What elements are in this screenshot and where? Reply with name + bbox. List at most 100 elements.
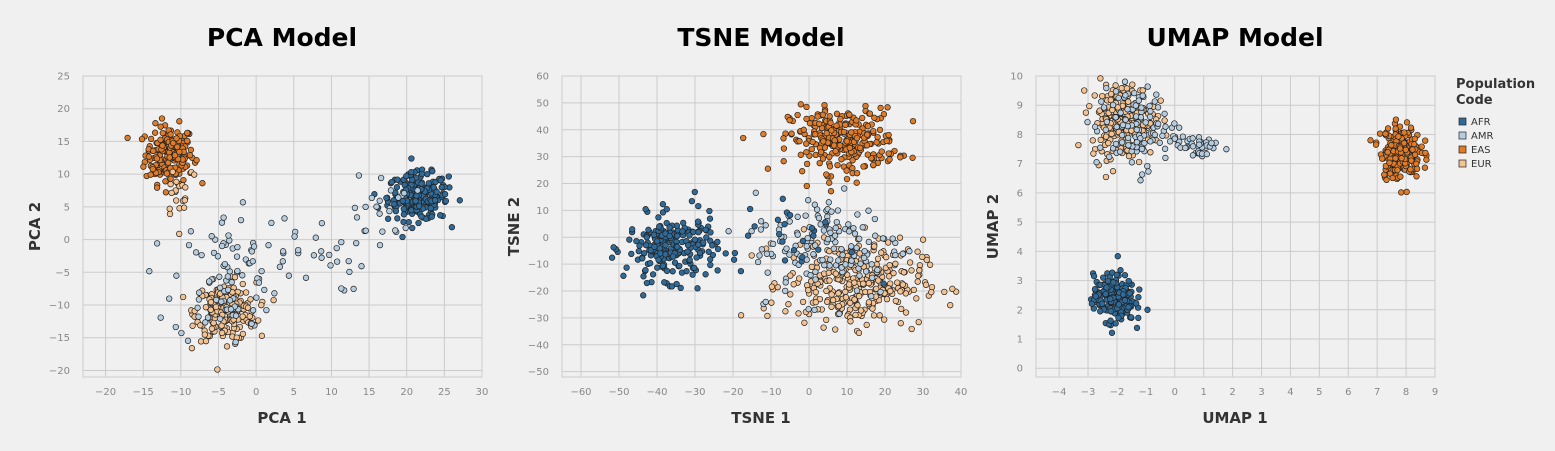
point-eas (1392, 125, 1399, 132)
point-afr (691, 188, 698, 196)
point-eur (785, 301, 792, 308)
point-eas (1413, 173, 1420, 180)
point-amr (1166, 138, 1174, 145)
point-eur (857, 307, 865, 314)
point-eur (897, 320, 904, 327)
point-eur (820, 324, 827, 331)
point-afr (642, 242, 650, 249)
point-eas (823, 171, 830, 178)
point-amr (224, 286, 232, 293)
point-eas (1379, 155, 1386, 162)
point-eur (812, 299, 819, 306)
point-eur (790, 281, 797, 288)
point-eur (852, 311, 859, 319)
point-eas (1397, 145, 1404, 152)
point-eur (202, 337, 210, 345)
point-amr (812, 268, 819, 275)
point-afr (384, 215, 392, 222)
point-amr (263, 306, 270, 314)
point-afr (620, 272, 627, 279)
point-afr (643, 234, 650, 241)
point-afr (643, 279, 651, 287)
point-eur (865, 280, 872, 287)
point-eur (782, 308, 789, 315)
point-amr (854, 211, 861, 218)
point-eur (885, 239, 892, 246)
point-eur (1157, 97, 1164, 104)
legend-title-line1: Population (1456, 77, 1535, 92)
x-tick-label: 40 (955, 387, 968, 398)
point-amr (216, 315, 224, 322)
point-eur (870, 312, 878, 319)
point-eur (166, 205, 173, 212)
point-afr (696, 249, 704, 256)
point-afr (394, 215, 401, 222)
point-eur (1125, 98, 1132, 105)
point-eur (896, 234, 904, 241)
point-eas (165, 159, 172, 166)
point-eur (223, 343, 231, 350)
y-tick-label: 8 (1017, 130, 1023, 141)
point-eur (900, 269, 908, 276)
point-eur (851, 279, 858, 286)
point-amr (865, 238, 872, 246)
x-tick-label: 7 (1374, 387, 1380, 398)
point-eur (842, 288, 849, 296)
point-amr (1109, 101, 1117, 109)
point-amr (862, 268, 870, 275)
point-afr (438, 184, 445, 191)
point-eas (1395, 133, 1402, 140)
point-afr (751, 223, 758, 230)
point-eas (147, 135, 155, 143)
point-afr (400, 205, 407, 213)
point-amr (1093, 159, 1100, 166)
point-amr (786, 251, 793, 258)
point-afr (703, 234, 710, 241)
point-eas (193, 157, 200, 164)
point-afr (409, 176, 416, 184)
point-eur (949, 285, 956, 292)
scatter-points (1075, 75, 1430, 336)
point-afr (679, 228, 686, 235)
point-amr (184, 337, 192, 344)
point-afr (686, 256, 693, 264)
point-amr (268, 219, 275, 227)
point-eas (170, 139, 177, 147)
point-eas (1418, 143, 1425, 150)
point-eur (255, 317, 262, 324)
point-eas (176, 118, 183, 125)
y-axis-label: TSNE 2 (505, 197, 523, 257)
point-eas (1401, 129, 1408, 136)
point-amr (1133, 126, 1140, 133)
y-tick-label: −30 (528, 313, 549, 324)
point-eas (171, 152, 179, 159)
point-eur (799, 298, 807, 306)
point-afr (639, 255, 646, 262)
point-eas (877, 104, 884, 112)
point-amr (831, 232, 839, 239)
point-afr (848, 249, 855, 256)
point-eas (1384, 125, 1392, 132)
point-amr (834, 207, 842, 214)
point-afr (409, 224, 416, 232)
point-amr (333, 244, 340, 252)
point-amr (350, 285, 357, 293)
x-tick-label: 20 (400, 387, 413, 398)
point-amr (295, 246, 302, 254)
point-afr (1113, 271, 1120, 278)
x-tick-label: 20 (879, 387, 892, 398)
point-afr (418, 180, 425, 187)
point-afr (1121, 297, 1129, 304)
point-eur (851, 296, 858, 303)
point-afr (1102, 290, 1109, 298)
point-afr (1125, 304, 1132, 311)
point-amr (376, 241, 384, 249)
point-amr (835, 257, 842, 264)
point-amr (345, 257, 352, 265)
point-afr (403, 172, 410, 180)
point-afr (808, 225, 816, 232)
point-afr (433, 188, 440, 196)
point-afr (799, 237, 807, 245)
point-amr (1179, 133, 1187, 140)
point-amr (214, 253, 222, 260)
